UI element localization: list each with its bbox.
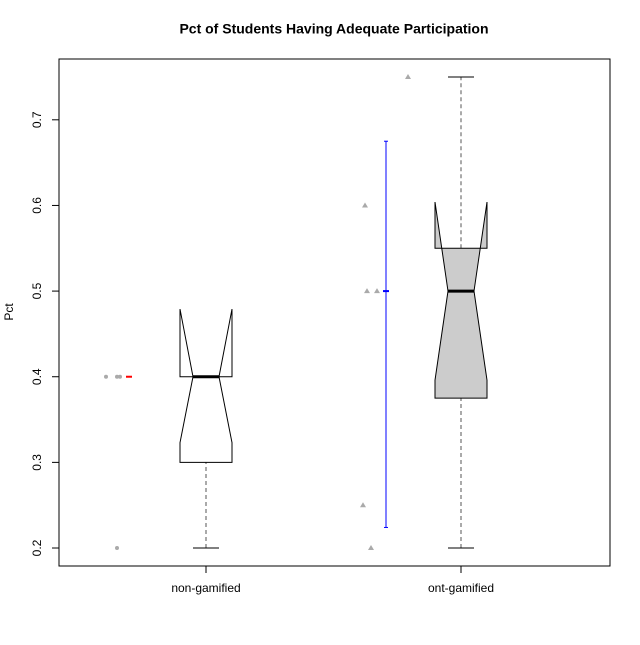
y-tick-label: 0.4: [30, 368, 44, 385]
data-point: [362, 202, 368, 208]
data-point: [360, 502, 366, 508]
y-axis-label: Pct: [2, 303, 16, 321]
y-tick-label: 0.2: [30, 539, 44, 556]
data-point: [118, 374, 122, 379]
x-tick-label: ont-gamified: [428, 581, 494, 595]
data-point: [364, 288, 370, 294]
data-point: [368, 545, 374, 551]
plot-frame: [58, 58, 611, 567]
x-tick-label: non-gamified: [171, 581, 240, 595]
data-point: [104, 374, 108, 379]
chart-title: Pct of Students Having Adequate Particip…: [179, 21, 488, 37]
y-tick-label: 0.6: [30, 197, 44, 214]
y-tick-label: 0.7: [30, 111, 44, 128]
y-tick-label: 0.3: [30, 454, 44, 471]
box: [434, 201, 488, 399]
data-point: [115, 546, 119, 551]
data-point: [374, 288, 380, 294]
box: [179, 308, 233, 463]
data-point: [115, 374, 119, 379]
y-tick-label: 0.5: [30, 282, 44, 299]
data-point: [405, 73, 411, 79]
